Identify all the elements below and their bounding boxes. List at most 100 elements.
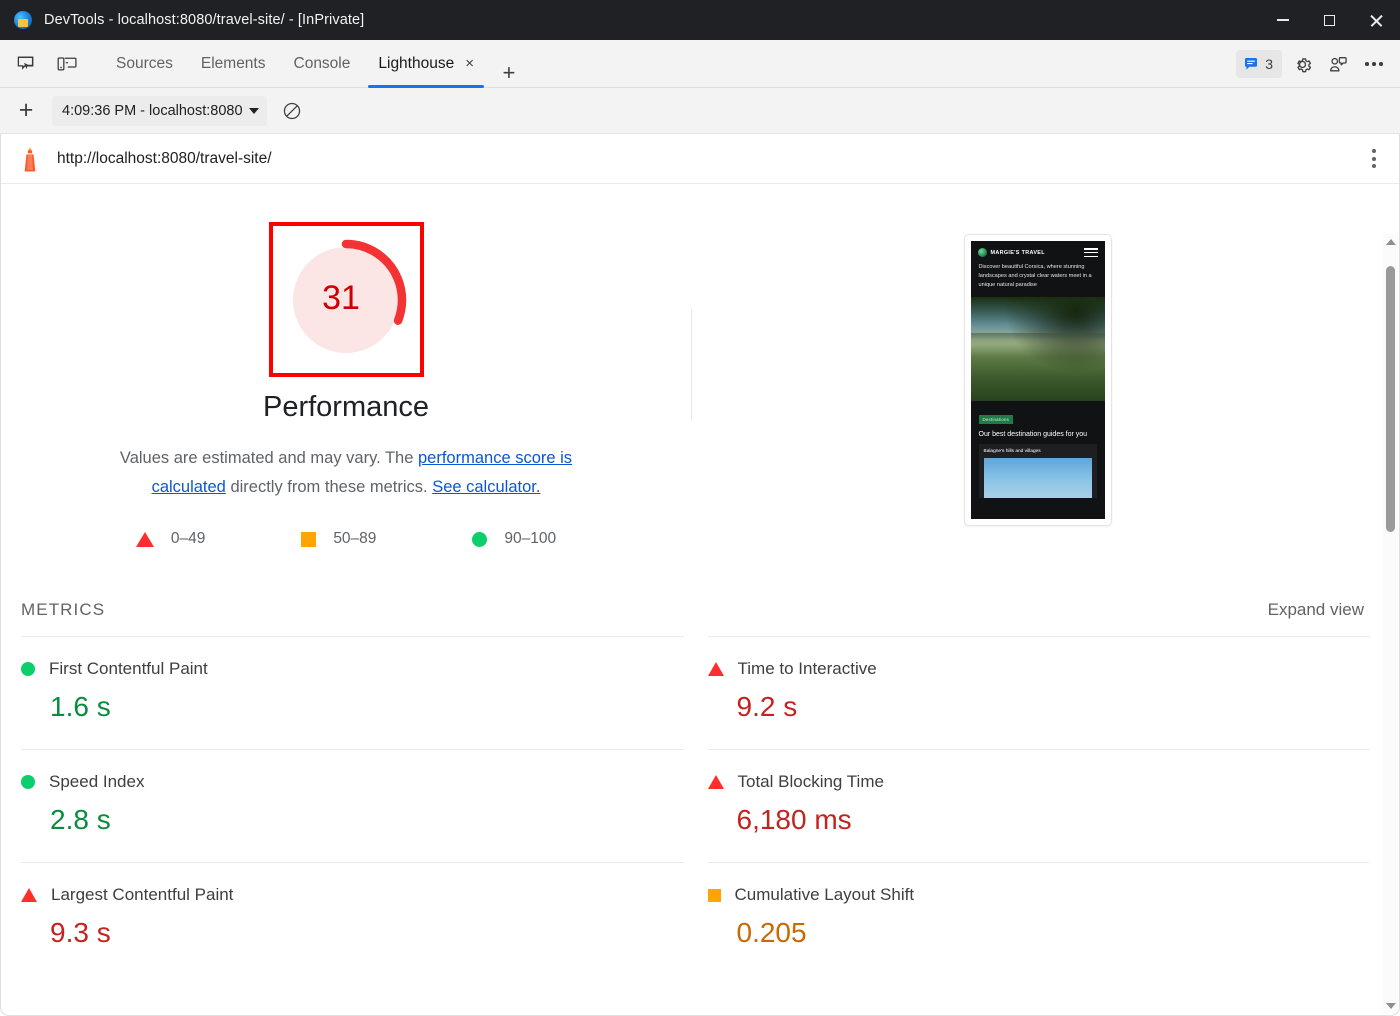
- metric-value: 9.3 s: [50, 917, 111, 948]
- site-section-heading: Our best destination guides for you: [978, 431, 1088, 439]
- scroll-down-arrow-icon: [1385, 1003, 1396, 1009]
- red-triangle-icon: [707, 662, 724, 676]
- close-icon: [1370, 14, 1383, 27]
- metrics-grid: First Contentful Paint 1.6 s Time to Int…: [21, 636, 1370, 975]
- performance-score-link[interactable]: performance score is calculated: [151, 449, 573, 496]
- minimize-button[interactable]: [1259, 0, 1306, 40]
- site-section-badge: Destinations: [978, 415, 1014, 425]
- active-tab-indicator: [368, 85, 484, 88]
- performance-gauge[interactable]: 31: [281, 235, 411, 365]
- metric-name: Time to Interactive: [737, 659, 877, 678]
- chevron-down-icon: [248, 107, 259, 114]
- metric-cumulative-layout-shift[interactable]: Cumulative Layout Shift 0.205: [707, 862, 1370, 975]
- inspect-element-icon: [17, 56, 33, 70]
- tabstrip-actions: 3: [1236, 40, 1390, 88]
- maximize-button[interactable]: [1306, 0, 1353, 40]
- green-circle-icon: [472, 531, 488, 547]
- window-title: DevTools - localhost:8080/travel-site/ -…: [44, 12, 365, 28]
- legend-item-good: 90–100: [472, 530, 556, 548]
- metric-name: First Contentful Paint: [49, 659, 208, 678]
- site-guide-card-image: [983, 458, 1092, 499]
- metric-name: Speed Index: [49, 772, 145, 791]
- tab-lighthouse[interactable]: Lighthouse ×: [364, 40, 488, 88]
- tab-label: Lighthouse: [378, 54, 455, 72]
- final-screenshot-frame[interactable]: MARGIE'S TRAVEL Discover beautiful Corsi…: [963, 234, 1112, 526]
- more-horizontal-icon: [1365, 62, 1383, 66]
- new-report-button[interactable]: +: [18, 96, 34, 124]
- metric-speed-index[interactable]: Speed Index 2.8 s: [21, 749, 684, 862]
- scroll-up-arrow-icon: [1385, 239, 1396, 245]
- score-disclaimer: Values are estimated and may vary. The p…: [111, 444, 581, 502]
- window-titlebar: DevTools - localhost:8080/travel-site/ -…: [0, 0, 1400, 40]
- lighthouse-icon: [24, 146, 36, 171]
- green-circle-icon: [21, 662, 35, 676]
- tab-sources[interactable]: Sources: [102, 40, 187, 88]
- metrics-title: METRICS: [21, 600, 106, 619]
- clear-reports-button[interactable]: [277, 96, 307, 126]
- close-button[interactable]: [1353, 0, 1400, 40]
- site-guide-card: Balagne's hills and villages: [978, 444, 1097, 499]
- device-toolbar-button[interactable]: [50, 49, 84, 79]
- disclaimer-text-2: directly from these metrics.: [225, 478, 433, 496]
- more-options-button[interactable]: [1358, 49, 1390, 79]
- panel-tabs: Sources Elements Console Lighthouse × +: [102, 40, 524, 88]
- tab-console[interactable]: Console: [280, 40, 365, 88]
- green-circle-icon: [21, 775, 35, 789]
- metrics-header: METRICS Expand view: [21, 600, 1370, 636]
- minimize-icon: [1276, 19, 1289, 21]
- device-toolbar-icon: [57, 57, 77, 71]
- inspect-element-button[interactable]: [8, 49, 42, 79]
- metric-value: 6,180 ms: [736, 804, 852, 835]
- add-panel-button[interactable]: +: [502, 59, 516, 85]
- scrollbar-thumb[interactable]: [1386, 266, 1395, 532]
- report-scrollbar[interactable]: [1383, 234, 1398, 1014]
- tab-close-icon[interactable]: ×: [465, 55, 474, 72]
- site-navbar: MARGIE'S TRAVEL: [971, 241, 1105, 261]
- metric-time-to-interactive[interactable]: Time to Interactive 9.2 s: [707, 636, 1370, 749]
- orange-square-icon: [301, 531, 317, 547]
- disclaimer-text-1: Values are estimated and may vary. The: [119, 449, 418, 467]
- report-header: http://localhost:8080/travel-site/: [1, 134, 1399, 184]
- metric-largest-contentful-paint[interactable]: Largest Contentful Paint 9.3 s: [21, 862, 684, 975]
- feedback-button[interactable]: [1322, 49, 1354, 79]
- scroll-down-button[interactable]: [1383, 998, 1398, 1014]
- report-body: 31 Performance Values are estimated and …: [1, 184, 1399, 1015]
- screenshot-column: MARGIE'S TRAVEL Discover beautiful Corsi…: [691, 222, 1384, 548]
- red-triangle-icon: [707, 775, 724, 789]
- scrollbar-track[interactable]: [1383, 250, 1398, 998]
- metric-value: 0.205: [736, 917, 807, 948]
- metric-name: Cumulative Layout Shift: [734, 885, 915, 904]
- clear-circle-slash-icon: [283, 102, 300, 119]
- performance-score: 31: [322, 279, 360, 317]
- site-brand: MARGIE'S TRAVEL: [990, 249, 1045, 256]
- report-selector-value: 4:09:36 PM - localhost:8080: [62, 102, 243, 119]
- maximize-icon: [1324, 14, 1335, 26]
- devtools-window: Sources Elements Console Lighthouse × +: [0, 40, 1400, 1016]
- devtools-tabstrip: Sources Elements Console Lighthouse × +: [0, 40, 1400, 88]
- window-controls: [1259, 0, 1400, 40]
- metric-first-contentful-paint[interactable]: First Contentful Paint 1.6 s: [21, 636, 684, 749]
- expand-view-toggle[interactable]: Expand view: [1267, 600, 1364, 619]
- feedback-person-icon: [1329, 56, 1347, 71]
- more-vertical-icon: [1372, 149, 1376, 153]
- score-hero: 31 Performance Values are estimated and …: [1, 184, 1384, 548]
- see-calculator-link[interactable]: See calculator.: [432, 478, 541, 496]
- report-menu-button[interactable]: [1363, 143, 1385, 174]
- legend-label: 50–89: [333, 530, 377, 547]
- final-screenshot: MARGIE'S TRAVEL Discover beautiful Corsi…: [970, 241, 1105, 519]
- tab-elements[interactable]: Elements: [187, 40, 280, 88]
- metric-value: 2.8 s: [50, 804, 111, 835]
- settings-button[interactable]: [1286, 49, 1318, 79]
- metric-value: 9.2 s: [736, 691, 798, 722]
- site-guide-card-title: Balagne's hills and villages: [983, 449, 1041, 455]
- metric-total-blocking-time[interactable]: Total Blocking Time 6,180 ms: [707, 749, 1370, 862]
- metric-name: Largest Contentful Paint: [51, 885, 234, 904]
- legend-item-poor: 0–49: [135, 530, 205, 548]
- issues-count: 3: [1265, 56, 1273, 72]
- metric-name: Total Blocking Time: [737, 772, 884, 791]
- scroll-up-button[interactable]: [1383, 234, 1398, 250]
- report-selector[interactable]: 4:09:36 PM - localhost:8080: [52, 95, 267, 126]
- issues-badge[interactable]: 3: [1236, 50, 1282, 78]
- lighthouse-runbar: + 4:09:36 PM - localhost:8080: [0, 88, 1400, 134]
- category-title: Performance: [262, 391, 429, 423]
